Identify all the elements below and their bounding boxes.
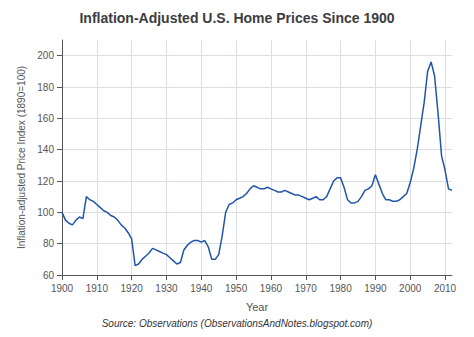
svg-text:100: 100	[37, 207, 54, 218]
svg-text:200: 200	[37, 50, 54, 61]
svg-text:1920: 1920	[121, 283, 144, 294]
svg-text:Inflation-Adjusted U.S. Home P: Inflation-Adjusted U.S. Home Prices Sinc…	[79, 10, 394, 26]
svg-text:Year: Year	[246, 301, 269, 313]
svg-text:1910: 1910	[86, 283, 109, 294]
svg-text:1940: 1940	[190, 283, 213, 294]
svg-text:1970: 1970	[295, 283, 318, 294]
svg-text:2010: 2010	[434, 283, 457, 294]
svg-text:80: 80	[43, 238, 55, 249]
svg-text:1960: 1960	[260, 283, 283, 294]
svg-text:Source: Observations (Observat: Source: Observations (ObservationsAndNot…	[102, 318, 373, 329]
svg-text:120: 120	[37, 176, 54, 187]
svg-text:1900: 1900	[51, 283, 74, 294]
svg-text:180: 180	[37, 82, 54, 93]
svg-text:1990: 1990	[364, 283, 387, 294]
svg-text:1980: 1980	[329, 283, 352, 294]
svg-text:Inflation-adjusted Price Index: Inflation-adjusted Price Index (1890=100…	[16, 66, 27, 249]
svg-text:2000: 2000	[399, 283, 422, 294]
svg-text:160: 160	[37, 113, 54, 124]
svg-text:140: 140	[37, 144, 54, 155]
svg-text:60: 60	[43, 270, 55, 281]
svg-text:1930: 1930	[155, 283, 178, 294]
svg-text:1950: 1950	[225, 283, 248, 294]
